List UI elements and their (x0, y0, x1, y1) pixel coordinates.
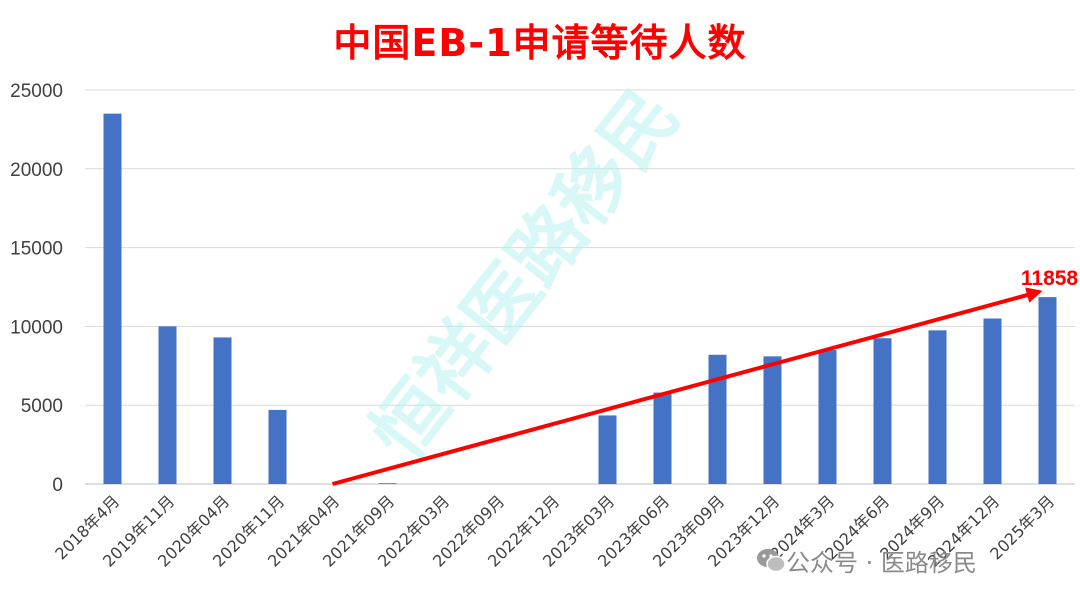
bar (818, 350, 837, 484)
bar (598, 415, 617, 484)
y-tick-label: 25000 (10, 81, 63, 102)
bar (983, 318, 1002, 484)
bar (213, 337, 232, 484)
y-tick-label: 5000 (21, 396, 63, 417)
watermark-text: 恒祥医路移民 (355, 73, 696, 476)
bar (103, 113, 122, 484)
y-tick-label: 10000 (10, 317, 63, 338)
credit-text: 公众号 · 医路移民 (786, 549, 977, 577)
bar (378, 483, 397, 484)
bar (708, 354, 727, 484)
wechat-icon (757, 549, 786, 573)
bar (873, 338, 892, 484)
bar (268, 409, 287, 484)
bar (763, 356, 782, 484)
bar (158, 326, 177, 484)
data-label-last: 11858 (1021, 267, 1079, 290)
chart-title: 中国EB-1申请等待人数 (333, 21, 747, 65)
bar (928, 330, 947, 484)
bar (653, 392, 672, 484)
bar (1038, 297, 1057, 484)
y-tick-label: 15000 (10, 239, 63, 260)
y-tick-label: 0 (52, 475, 63, 496)
y-tick-label: 20000 (10, 160, 63, 181)
trend-arrow (331, 287, 1043, 486)
